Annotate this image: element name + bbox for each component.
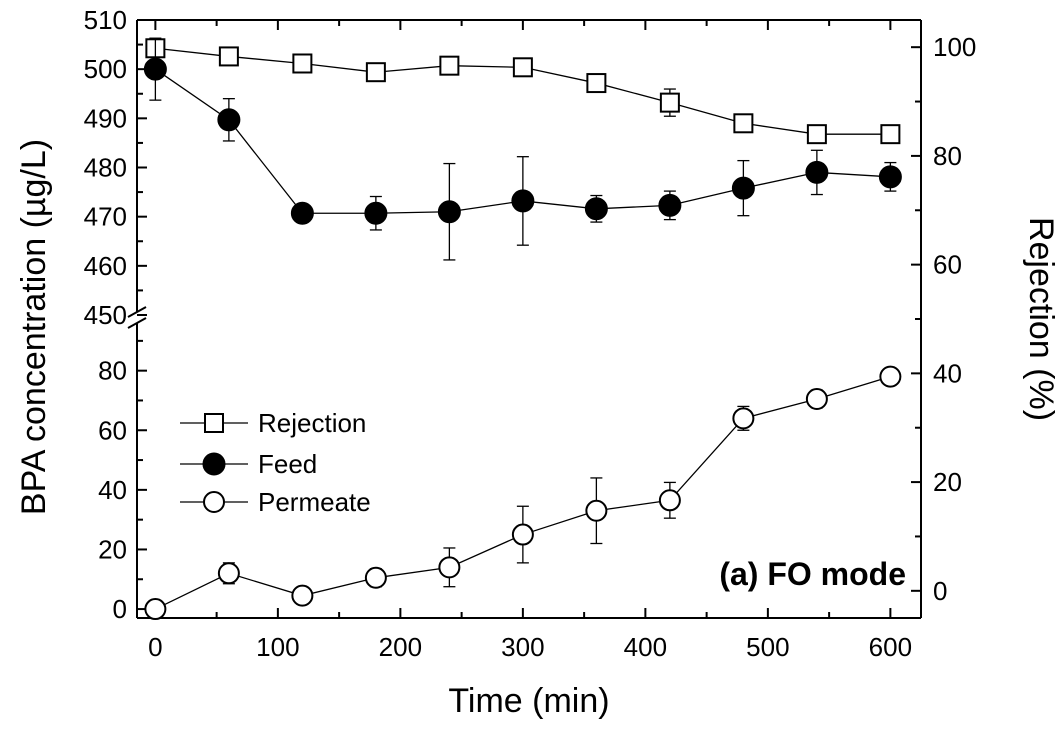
y-left-tick-label: 460 [84,251,127,281]
y-left-tick-label: 470 [84,202,127,232]
x-tick-label: 100 [256,632,299,662]
feed-point [364,201,388,225]
rejection-point [880,124,901,145]
rejection-point [512,57,533,78]
y-left-tick-label: 60 [98,415,127,445]
rejection-point [586,73,607,94]
permeate-point [732,407,755,430]
rejection-point [659,92,680,113]
y-right-tick-label: 100 [933,32,976,62]
rejection-point [365,62,386,83]
y-right-tick-label: 20 [933,467,962,497]
feed-point [878,165,902,189]
x-tick-label: 400 [624,632,667,662]
y-left-tick-label: 490 [84,103,127,133]
permeate-point [511,523,534,546]
feed-point [584,197,608,221]
x-tick-label: 300 [501,632,544,662]
panel-annotation: (a) FO mode [719,556,906,592]
y-left-tick-label: 510 [84,5,127,35]
feed-point [731,176,755,200]
rejection-point [439,55,460,76]
legend: Rejection Feed Permeate [180,408,371,517]
series-feed [143,37,902,261]
axis-break-mark [127,306,147,318]
legend-marker-rejection [204,413,224,433]
axis-break-mark [127,317,147,329]
feed-point [290,201,314,225]
rejection-point [218,46,239,67]
x-tick-label: 500 [746,632,789,662]
y-left-tick-label: 0 [113,594,127,624]
permeate-point [879,365,902,388]
y-left-tick-label: 20 [98,534,127,564]
legend-marker-permeate [203,491,225,513]
x-tick-label: 600 [869,632,912,662]
feed-point [658,193,682,217]
permeate-point [144,598,167,621]
y-right-tick-label: 0 [933,576,947,606]
series-permeate [144,365,902,621]
rejection-point [733,113,754,134]
y-left-tick-label: 40 [98,475,127,505]
y-left-tick-label: 480 [84,153,127,183]
feed-point [143,57,167,81]
y-right-tick-label: 80 [933,141,962,171]
permeate-point [658,489,681,512]
feed-point [805,160,829,184]
y-left-tick-label: 450 [84,300,127,330]
permeate-point [805,387,828,410]
legend-label-rejection: Rejection [258,408,366,438]
permeate-point [217,562,240,585]
feed-point [217,108,241,132]
legend-label-permeate: Permeate [258,487,371,517]
feed-point [437,200,461,224]
series-rejection [145,38,901,145]
legend-label-feed: Feed [258,449,317,479]
y-right-axis-title: Rejection (%) [1022,217,1060,421]
y-left-tick-label: 500 [84,54,127,84]
permeate-point [291,584,314,607]
permeate-point [438,556,461,579]
y-left-tick-label: 80 [98,356,127,386]
x-tick-label: 200 [379,632,422,662]
permeate-point [585,499,608,522]
y-right-tick-label: 40 [933,358,962,388]
feed-point [511,189,535,213]
legend-marker-feed [202,452,226,476]
permeate-point [364,566,387,589]
y-right-tick-label: 60 [933,250,962,280]
y-left-axis-title: BPA concentration (µg/L) [15,139,53,515]
x-tick-label: 0 [148,632,162,662]
rejection-point [292,53,313,74]
rejection-point [806,124,827,145]
x-axis-title: Time (min) [448,682,609,720]
